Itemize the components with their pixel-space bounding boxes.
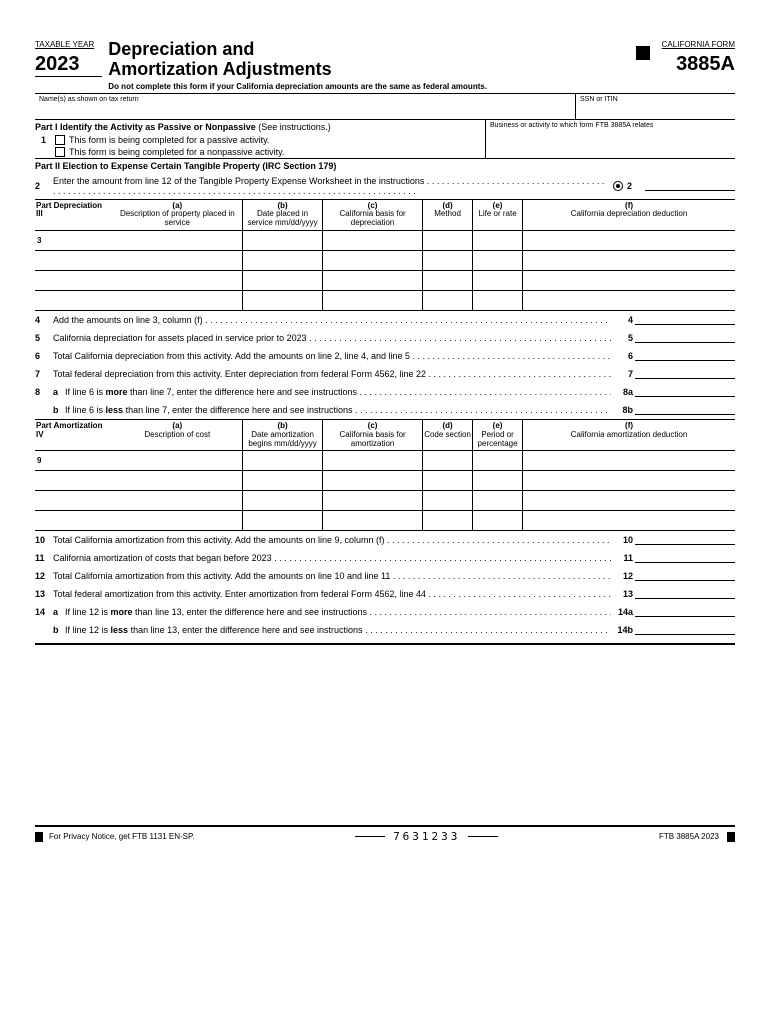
page-footer: For Privacy Notice, get FTB 1131 EN-SP. … (35, 825, 735, 843)
form-title-2: Amortization Adjustments (108, 60, 635, 80)
black-square-icon (636, 46, 650, 60)
form-number: 3885A (662, 53, 735, 76)
col-f: (f)California depreciation deduction (523, 200, 735, 231)
name-ssn-row: Name(s) as shown on tax return SSN or IT… (35, 93, 735, 120)
line-8b-input[interactable] (635, 405, 735, 415)
table-row (35, 471, 735, 491)
line-6: 6Total California depreciation from this… (35, 347, 735, 365)
line-1b: This form is being completed for a nonpa… (35, 146, 485, 158)
tax-year: 2023 (35, 53, 94, 76)
line-8a-input[interactable] (635, 387, 735, 397)
line-14b-text: If line 12 is less than line 13, enter t… (65, 625, 611, 635)
right-marker-icon (727, 832, 735, 842)
nonpassive-label: This form is being completed for a nonpa… (69, 147, 284, 157)
part-2-heading: Part II Election to Expense Certain Tang… (35, 159, 735, 173)
ca-form-label: CALIFORNIA FORM (662, 40, 735, 49)
table-row (35, 511, 735, 531)
line-7-input[interactable] (635, 369, 735, 379)
part-3-table: Part III Depreciation (a)Description of … (35, 200, 735, 311)
part-1-heading: Part I Identify the Activity as Passive … (35, 120, 485, 134)
col-e: (e)Period or percentage (473, 419, 523, 450)
col-a: (a)Description of property placed in ser… (113, 200, 243, 231)
radio-icon[interactable] (613, 181, 623, 191)
nonpassive-checkbox[interactable] (55, 147, 65, 157)
form-note: Do not complete this form if your Califo… (108, 82, 635, 91)
line-14a-input[interactable] (635, 607, 735, 617)
form-ref: FTB 3885A 2023 (659, 832, 719, 841)
col-c: (c)California basis for amortization (323, 419, 423, 450)
line-8a-text: If line 6 is more than line 7, enter the… (65, 387, 611, 397)
taxable-year-box: TAXABLE YEAR 2023 (35, 40, 102, 77)
line-2: 2 Enter the amount from line 12 of the T… (35, 173, 735, 200)
line-14a-text: If line 12 is more than line 13, enter t… (65, 607, 611, 617)
col-b: (b)Date amortization begins mm/dd/yyyy (243, 419, 323, 450)
passive-checkbox[interactable] (55, 135, 65, 145)
part-1-row: Part I Identify the Activity as Passive … (35, 120, 735, 159)
line-6-input[interactable] (635, 351, 735, 361)
line-13-input[interactable] (635, 589, 735, 599)
line-13: 13Total federal amortization from this a… (35, 585, 735, 603)
line-11: 11California amortization of costs that … (35, 549, 735, 567)
names-field[interactable]: Name(s) as shown on tax return (35, 94, 575, 119)
col-c: (c)California basis for depreciation (323, 200, 423, 231)
line-14b-input[interactable] (635, 625, 735, 635)
line-1: 1 This form is being completed for a pas… (35, 134, 485, 146)
line-2-input[interactable] (645, 181, 735, 191)
ssn-field[interactable]: SSN or ITIN (575, 94, 735, 119)
line-10: 10Total California amortization from thi… (35, 531, 735, 549)
line-5-input[interactable] (635, 333, 735, 343)
taxable-year-label: TAXABLE YEAR (35, 40, 94, 49)
form-title-1: Depreciation and (108, 40, 635, 60)
col-a: (a)Description of cost (113, 419, 243, 450)
table-row (35, 250, 735, 270)
part-4-table: Part IV Amortization (a)Description of c… (35, 419, 735, 531)
col-b: (b)Date placed in service mm/dd/yyyy (243, 200, 323, 231)
form-code: 7631233 (393, 830, 460, 843)
line-8b-text: If line 6 is less than line 7, enter the… (65, 405, 611, 415)
table-row (35, 491, 735, 511)
line-4-input[interactable] (635, 315, 735, 325)
privacy-notice: For Privacy Notice, get FTB 1131 EN-SP. (49, 832, 195, 841)
line-8b: b If line 6 is less than line 7, enter t… (35, 401, 735, 419)
line-10-input[interactable] (635, 535, 735, 545)
line-7: 7Total federal depreciation from this ac… (35, 365, 735, 383)
col-d: (d)Method (423, 200, 473, 231)
table-row (35, 290, 735, 310)
passive-label: This form is being completed for a passi… (69, 135, 269, 145)
col-e: (e)Life or rate (473, 200, 523, 231)
line-14a: 14 a If line 12 is more than line 13, en… (35, 603, 735, 621)
form-number-box: CALIFORNIA FORM 3885A (662, 40, 735, 76)
line-5: 5California depreciation for assets plac… (35, 329, 735, 347)
line-8a: 8 a If line 6 is more than line 7, enter… (35, 383, 735, 401)
form-header: TAXABLE YEAR 2023 Depreciation and Amort… (35, 40, 735, 91)
col-f: (f)California amortization deduction (523, 419, 735, 450)
left-marker-icon (35, 832, 43, 842)
table-row (35, 270, 735, 290)
line-4: 4Add the amounts on line 3, column (f)4 (35, 311, 735, 329)
col-d: (d)Code section (423, 419, 473, 450)
table-row: 9 (35, 451, 735, 471)
line-12-input[interactable] (635, 571, 735, 581)
line-12: 12Total California amortization from thi… (35, 567, 735, 585)
table-row: 3 (35, 230, 735, 250)
business-activity-field[interactable]: Business or activity to which form FTB 3… (485, 120, 735, 158)
line-14b: b If line 12 is less than line 13, enter… (35, 621, 735, 639)
line-2-text: Enter the amount from line 12 of the Tan… (53, 176, 609, 196)
title-box: Depreciation and Amortization Adjustment… (102, 40, 635, 91)
line-11-input[interactable] (635, 553, 735, 563)
